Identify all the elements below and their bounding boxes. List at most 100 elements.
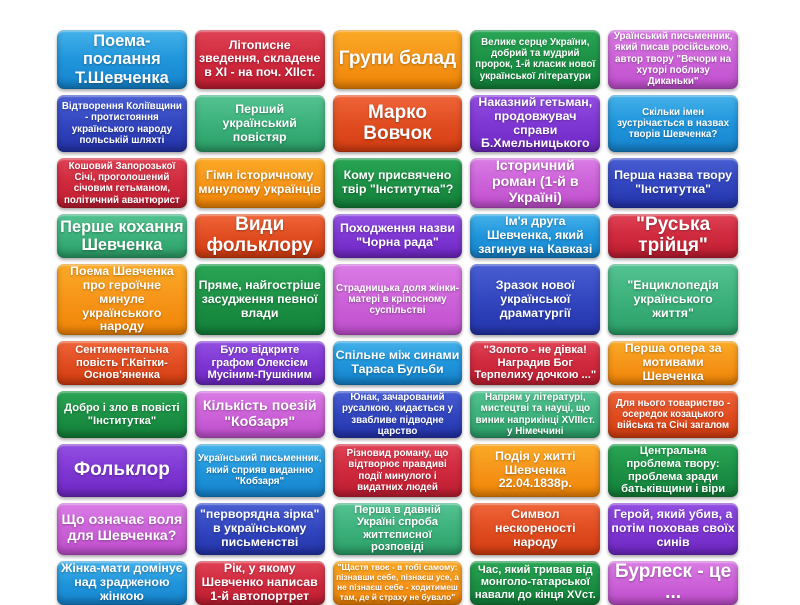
quiz-tile[interactable]: Кому присвячено твір "Інститутка"? (332, 158, 463, 209)
quiz-tile[interactable]: Кошовий Запорозької Січі, проголошений с… (57, 158, 187, 209)
quiz-tile[interactable]: Сентиментальна повість Г.Квітки-Основ'ян… (57, 341, 187, 385)
quiz-tile[interactable]: "Золото - не дівка! Наградив Бог Терпели… (470, 341, 601, 385)
quiz-tile-label: Поема-послання Т.Шевченка (75, 31, 169, 87)
quiz-tile[interactable]: Центральна проблема твору: проблема зрад… (608, 444, 738, 497)
quiz-tile-label: Ураїнський письменник, який писав російс… (613, 31, 733, 88)
quiz-tile[interactable]: Види фольклору (194, 214, 325, 258)
quiz-tile[interactable]: Добро і зло в повісті "Інститутка" (57, 390, 187, 439)
quiz-tile[interactable]: Перша опера за мотивами Шевченка (608, 341, 738, 385)
quiz-tile[interactable]: Перший український повістяр (194, 94, 325, 153)
quiz-tile-label: Перша в давній Україні спроба життєписно… (354, 503, 441, 554)
quiz-tile-label: Перше кохання Шевченка (60, 217, 184, 254)
quiz-tile[interactable]: "перворядна зірка" в українському письме… (194, 502, 325, 555)
quiz-tile[interactable]: Гімн історичному минулому українців (194, 158, 325, 209)
quiz-tile-label: Кількість поезій "Кобзаря" (202, 397, 317, 430)
quiz-tile-label: Бурлеск - це ... (614, 560, 732, 603)
quiz-tile[interactable]: Велике серце України, добрий та мудрий п… (470, 30, 601, 89)
quiz-tile-label: Юнак, зачарований русалкою, кидається у … (341, 391, 453, 438)
quiz-tile[interactable]: Перша назва твору "Інститутка" (608, 158, 738, 209)
quiz-tile-label: "Енциклопедія українського життя" (627, 277, 719, 320)
quiz-tile[interactable]: Страдницька доля жінки-матері в кріпосно… (332, 263, 463, 336)
quiz-tile-label: Для нього товариство - осередок козацько… (615, 397, 731, 432)
quiz-tile-label: Літописне зведення, складене в XI - на п… (198, 37, 321, 80)
quiz-tile-label: Ім'я друга Шевченка, який загинув на Кав… (478, 214, 593, 256)
quiz-tile[interactable]: Жінка-мати домінує над зрадженою жінкою (57, 560, 187, 605)
quiz-tile[interactable]: Що означає воля для Шевченка? (57, 502, 187, 555)
quiz-tile[interactable]: Було відкрите графом Олексієм Мусіним-Пу… (194, 341, 325, 385)
quiz-tile-label: Перший український повістяр (222, 101, 297, 144)
quiz-tile-label: Велике серце України, добрий та мудрий п… (475, 36, 596, 82)
quiz-tile[interactable]: Скільки імен зустрічається в назвах твор… (608, 94, 738, 153)
quiz-tile[interactable]: Бурлеск - це ... (608, 560, 738, 605)
quiz-tile[interactable]: Ураїнський письменник, який писав російс… (608, 30, 738, 89)
quiz-tile[interactable]: "Щастя твоє - в тобі самому: пізнавши се… (332, 560, 463, 605)
tile-board: Поема-послання Т.Шевченка Літописне зведе… (57, 30, 738, 605)
quiz-tile[interactable]: Марко Вовчок (332, 94, 463, 153)
quiz-tile-label: Групи балад (338, 47, 457, 69)
quiz-tile-label: Зразок нової української драматургії (495, 277, 575, 320)
quiz-tile-label: Страдницька доля жінки-матері в кріпосно… (336, 282, 459, 317)
quiz-tile[interactable]: Наказний гетьман, продовжувач справи Б.Х… (470, 94, 601, 153)
quiz-tile[interactable]: "Руська трійця" (608, 214, 738, 258)
quiz-tile-label: Перша назва твору "Інститутка" (614, 168, 733, 197)
quiz-tile-label: Що означає воля для Шевченка? (61, 511, 183, 544)
quiz-tile-label: Наказний гетьман, продовжувач справи Б.Х… (478, 94, 593, 151)
quiz-tile[interactable]: Групи балад (332, 30, 463, 89)
quiz-tile-label: Відтворення Коліївщини - протистояння ук… (61, 100, 182, 146)
quiz-tile-label: Поема Шевченка про героїчне минуле украї… (70, 263, 174, 334)
quiz-tile[interactable]: Напрям у літературі, мистецтві та науці,… (470, 390, 601, 439)
quiz-tile-label: Жінка-мати домінує над зрадженою жінкою (61, 560, 183, 603)
quiz-tile-label: Символ нескореності народу (495, 506, 576, 549)
quiz-tile[interactable]: Відтворення Коліївщини - протистояння ук… (57, 94, 187, 153)
quiz-tile[interactable]: Герой, який убив, а потім поховав своїх … (608, 502, 738, 555)
quiz-tile-label: "Щастя твоє - в тобі самому: пізнавши се… (336, 561, 459, 602)
quiz-tile[interactable]: Подія у житті Шевченка 22.04.1838р. (470, 444, 601, 497)
quiz-tile[interactable]: Пряме, найгостріше засудження певної вла… (194, 263, 325, 336)
quiz-tile-label: Час, який тривав від монголо-татарської … (474, 563, 596, 601)
quiz-tile[interactable]: Юнак, зачарований русалкою, кидається у … (332, 390, 463, 439)
quiz-tile-label: Кошовий Запорозької Січі, проголошений с… (63, 160, 180, 206)
quiz-tile[interactable]: Кількість поезій "Кобзаря" (194, 390, 325, 439)
quiz-tile[interactable]: Спільне між синами Тараса Бульби (332, 341, 463, 385)
quiz-tile-label: Подія у житті Шевченка 22.04.1838р. (494, 448, 576, 491)
quiz-tile-label: Різновид роману, що відтворює правдиві п… (346, 447, 449, 493)
quiz-tile-label: Гімн історичному минулому українців (198, 168, 322, 197)
quiz-tile-label: Перша опера за мотивами Шевченка (624, 341, 722, 384)
quiz-tile[interactable]: Український письменник, який сприяв вида… (194, 444, 325, 497)
quiz-tile[interactable]: Рік, у якому Шевченко написав 1-й автопо… (194, 560, 325, 605)
quiz-tile-label: "перворядна зірка" в українському письме… (200, 506, 320, 549)
quiz-tile[interactable]: Ім'я друга Шевченка, який загинув на Кав… (470, 214, 601, 258)
quiz-tile-label: Герой, який убив, а потім поховав своїх … (611, 506, 735, 549)
quiz-tile-label: Історичний роман (1-й в Україні) (491, 158, 579, 207)
quiz-tile[interactable]: Поема Шевченка про героїчне минуле украї… (57, 263, 187, 336)
quiz-tile-label: Походження назви "Чорна рада" (339, 221, 456, 249)
quiz-tile-label: Марко Вовчок (363, 101, 432, 144)
quiz-tile-label: Напрям у літературі, мистецтві та науці,… (475, 391, 595, 438)
quiz-tile[interactable]: Літописне зведення, складене в XI - на п… (194, 30, 325, 89)
quiz-tile-label: "Руська трійця" (636, 214, 711, 256)
quiz-tile-label: Добро і зло в повісті "Інститутка" (64, 402, 180, 427)
quiz-tile[interactable]: Поема-послання Т.Шевченка (57, 30, 187, 89)
quiz-tile-label: Було відкрите графом Олексієм Мусіним-Пу… (207, 344, 312, 382)
quiz-tile-label: Сентиментальна повість Г.Квітки-Основ'ян… (75, 344, 169, 382)
quiz-tile[interactable]: Перша в давній Україні спроба життєписно… (332, 502, 463, 555)
quiz-tile[interactable]: Фольклор (57, 444, 187, 497)
quiz-tile[interactable]: Для нього товариство - осередок козацько… (608, 390, 738, 439)
quiz-tile-label: Види фольклору (206, 214, 313, 256)
quiz-tile-label: Фольклор (73, 459, 170, 481)
quiz-tile[interactable]: Час, який тривав від монголо-татарської … (470, 560, 601, 605)
quiz-tile[interactable]: Зразок нової української драматургії (470, 263, 601, 336)
quiz-tile[interactable]: "Енциклопедія українського життя" (608, 263, 738, 336)
quiz-tile[interactable]: Походження назви "Чорна рада" (332, 214, 463, 258)
quiz-tile-label: Рік, у якому Шевченко написав 1-й автопо… (201, 560, 318, 603)
quiz-tile[interactable]: Символ нескореності народу (470, 502, 601, 555)
quiz-tile-label: Скільки імен зустрічається в назвах твор… (617, 106, 730, 141)
quiz-tile-label: Пряме, найгостріше засудження певної вла… (198, 277, 321, 320)
quiz-tile[interactable]: Перше кохання Шевченка (57, 214, 187, 258)
quiz-tile-label: Спільне між синами Тараса Бульби (335, 348, 460, 377)
quiz-tile[interactable]: Історичний роман (1-й в Україні) (470, 158, 601, 209)
quiz-tile-label: Центральна проблема твору: проблема зрад… (621, 445, 726, 496)
quiz-tile[interactable]: Різновид роману, що відтворює правдиві п… (332, 444, 463, 497)
quiz-tile-label: Кому присвячено твір "Інститутка"? (341, 168, 454, 197)
quiz-tile-label: "Золото - не дівка! Наградив Бог Терпели… (474, 344, 597, 382)
